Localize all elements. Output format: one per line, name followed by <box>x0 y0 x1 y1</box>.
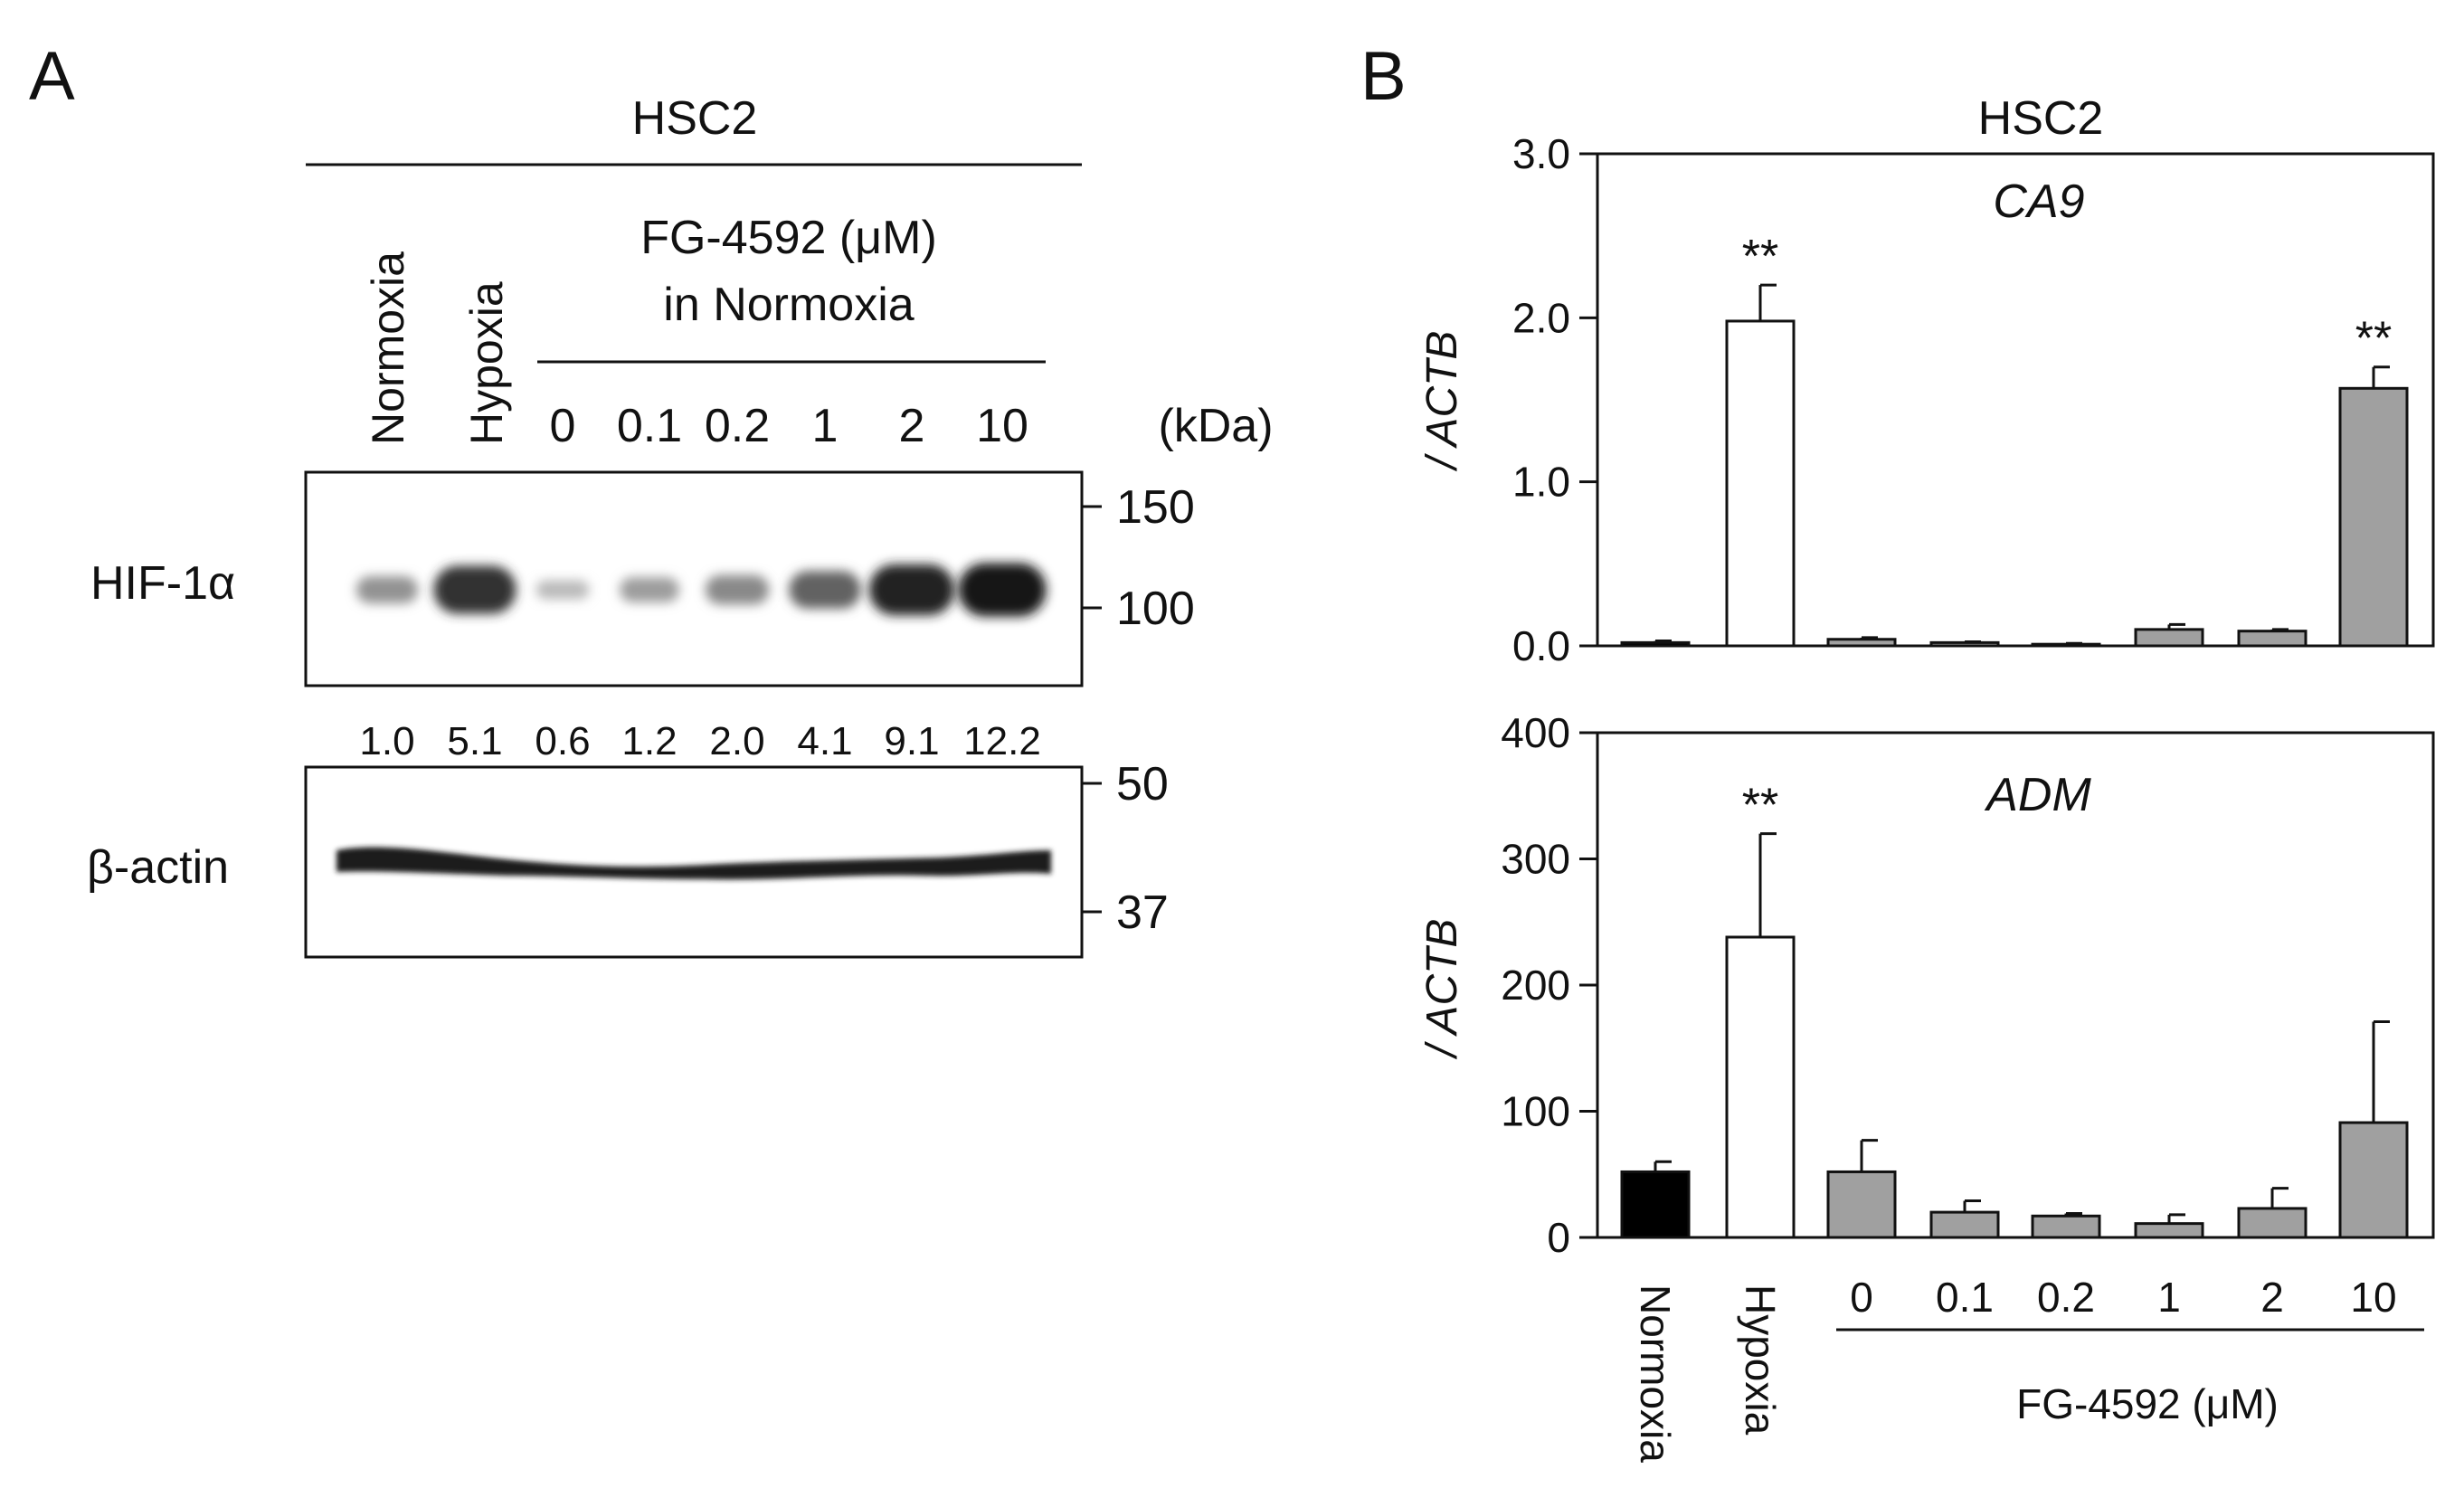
bar <box>2134 1222 2204 1239</box>
hif-band <box>868 564 955 616</box>
fg4592-group-label: FG-4592 (μM) <box>2016 1380 2279 1427</box>
bar <box>1826 1170 1897 1239</box>
dose-label: 0 <box>550 400 576 452</box>
y-tick-label: 400 <box>1501 709 1570 756</box>
panel-b-cell-line: HSC2 <box>1978 92 2104 145</box>
treatment-label-line1: FG-4592 (μM) <box>640 212 937 264</box>
quantification-values: 1.0 5.1 0.6 1.2 2.0 4.1 9.1 12.2 <box>359 719 1040 763</box>
x-category-label: Normoxia <box>1632 1284 1679 1463</box>
dose-label: 2 <box>899 400 925 452</box>
hif-band <box>355 575 419 604</box>
quantification-value: 1.0 <box>359 719 414 763</box>
bar <box>1725 319 1796 648</box>
quantification-value: 9.1 <box>884 719 939 763</box>
panel-b: B HSC2 CA9 / ACTB 0.0 1.0 2.0 3.0 ** ** ADM /… <box>1360 38 2435 1463</box>
x-category-label: 1 <box>2157 1274 2181 1321</box>
bar <box>2338 386 2409 648</box>
y-tick-label: 3.0 <box>1512 130 1570 177</box>
significance-marker: ** <box>1742 780 1778 832</box>
panel-a: A HSC2 Normoxia Hypoxia FG-4592 (μM) in … <box>29 38 1274 959</box>
y-tick-label: 0 <box>1547 1214 1570 1261</box>
x-category-label: 10 <box>2350 1274 2396 1321</box>
actin-marker-37: 37 <box>1116 886 1169 939</box>
adm-chart: ADM / ACTB 0 100 200 300 400 ** <box>1418 709 2435 1261</box>
ca9-chart: CA9 / ACTB 0.0 1.0 2.0 3.0 ** ** <box>1418 130 2435 669</box>
ca9-chart-title: CA9 <box>1993 175 2084 228</box>
x-category-label: 2 <box>2260 1274 2284 1321</box>
bar <box>1620 640 1691 648</box>
hif-blot-frame <box>304 470 1084 687</box>
actin-band-shape <box>336 847 1051 880</box>
actin-blot-frame <box>304 765 1084 959</box>
adm-chart-title: ADM <box>1984 769 2091 821</box>
dose-label: 10 <box>976 400 1028 452</box>
treatment-label-line2: in Normoxia <box>663 279 914 331</box>
ca9-y-axis-label: / ACTB <box>1418 331 1466 472</box>
y-tick-label: 2.0 <box>1512 294 1570 341</box>
bar <box>2031 642 2101 648</box>
quantification-value: 1.2 <box>621 719 677 763</box>
bar <box>1929 1210 2000 1239</box>
y-tick-label: 100 <box>1501 1088 1570 1135</box>
panel-b-label: B <box>1360 38 1407 115</box>
bar <box>2134 628 2204 648</box>
quantification-value: 0.6 <box>535 719 590 763</box>
hif-band <box>620 577 679 602</box>
actin-band <box>336 847 1051 880</box>
hif-marker-150: 150 <box>1116 481 1195 534</box>
bar <box>1929 640 2000 648</box>
x-category-label: 0.1 <box>1936 1274 1994 1321</box>
bar <box>2338 1121 2409 1239</box>
y-tick-label: 200 <box>1501 962 1570 1009</box>
y-tick-label: 1.0 <box>1512 459 1570 506</box>
significance-marker: ** <box>1742 231 1778 283</box>
ca9-plot-frame <box>1596 152 2435 648</box>
significance-marker: ** <box>2355 313 2392 365</box>
dose-labels: 0 0.1 0.2 1 2 10 <box>550 400 1028 452</box>
x-category-label: 0.2 <box>2037 1274 2095 1321</box>
hif-band <box>705 574 770 605</box>
adm-y-axis-label: / ACTB <box>1418 919 1466 1060</box>
hif-protein-label: HIF-1α <box>90 557 235 610</box>
y-tick-label: 0.0 <box>1512 622 1570 669</box>
y-tick-label: 300 <box>1501 836 1570 883</box>
panel-a-label: A <box>29 38 75 115</box>
dose-label: 0.1 <box>617 400 682 452</box>
hif-bands <box>355 563 1047 617</box>
actin-protein-label: β-actin <box>87 841 229 894</box>
quantification-value: 5.1 <box>447 719 502 763</box>
bar <box>2237 630 2308 648</box>
x-category-label: 0 <box>1850 1274 1873 1321</box>
hif-band <box>433 565 516 614</box>
bar <box>1826 638 1897 648</box>
hif-band <box>789 571 861 609</box>
dose-label: 0.2 <box>705 400 770 452</box>
actin-marker-50: 50 <box>1116 758 1169 810</box>
dose-label: 1 <box>812 400 839 452</box>
lane-label-normoxia: Normoxia <box>363 251 413 445</box>
x-category-label: Hypoxia <box>1737 1284 1784 1436</box>
bar <box>2031 1214 2101 1239</box>
kda-unit-label: (kDa) <box>1158 400 1273 452</box>
hif-marker-100: 100 <box>1116 583 1195 635</box>
bar <box>1725 935 1796 1239</box>
bar <box>1620 1170 1691 1239</box>
quantification-value: 4.1 <box>797 719 852 763</box>
panel-a-cell-line: HSC2 <box>632 92 758 145</box>
hif-band <box>535 580 590 600</box>
x-category-labels: Normoxia Hypoxia 0 0.1 0.2 1 2 10 <box>1632 1274 2397 1463</box>
lane-label-hypoxia: Hypoxia <box>461 281 512 445</box>
quantification-value: 12.2 <box>963 719 1041 763</box>
hif-band <box>958 563 1047 617</box>
quantification-value: 2.0 <box>709 719 764 763</box>
bar <box>2237 1207 2308 1239</box>
